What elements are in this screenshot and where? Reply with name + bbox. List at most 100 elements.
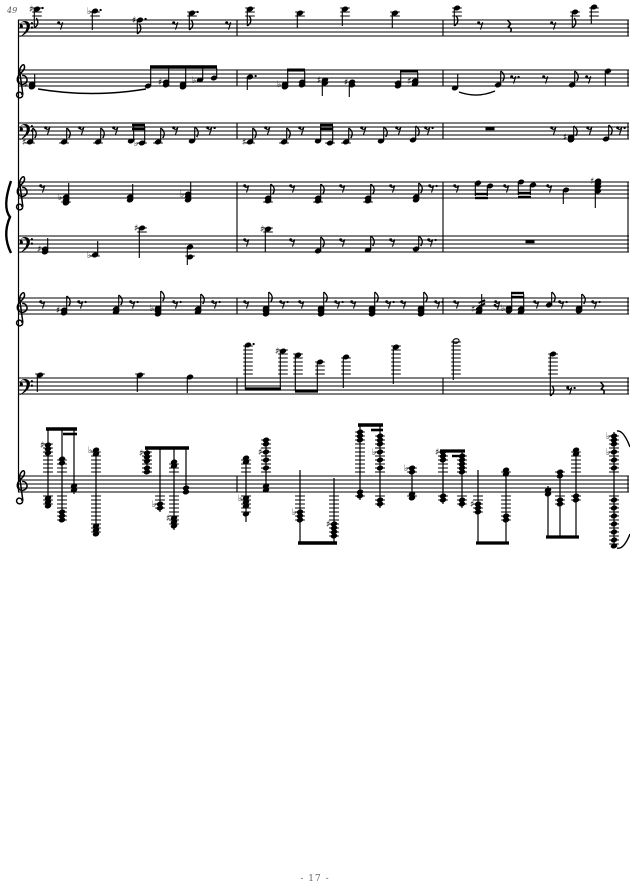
notehead <box>502 471 510 477</box>
accidental: ♯ <box>139 449 143 459</box>
rest-hook <box>298 300 302 304</box>
quarter-rest <box>506 19 512 33</box>
rest-hook <box>39 184 43 188</box>
notehead <box>70 487 78 493</box>
rest-hook <box>112 126 116 130</box>
accidental: ♯ <box>37 245 41 255</box>
rest-hook <box>550 21 554 25</box>
eighth-flag <box>118 294 123 306</box>
accidental: ♯ <box>344 78 348 88</box>
eighth-flag <box>194 126 199 138</box>
rest-stem <box>535 301 540 309</box>
eighth-flag <box>33 17 39 29</box>
rest-hook <box>550 126 554 130</box>
accidental: ♭ <box>372 448 376 458</box>
rest-stem <box>587 76 592 84</box>
accidental: ♯ <box>590 177 594 187</box>
rest-hook <box>334 300 338 304</box>
accidental: ♭ <box>58 193 62 203</box>
rest-hook <box>400 300 404 304</box>
augmentation-dot <box>435 184 438 188</box>
accidental: ♭ <box>150 304 154 314</box>
eighth-flag <box>320 236 325 248</box>
measure-number: 49 <box>7 6 18 15</box>
slur <box>458 90 496 96</box>
augmentation-dot <box>573 386 576 390</box>
accidental: ♭ <box>238 494 242 504</box>
rest-stem <box>336 301 341 309</box>
rest-stem <box>455 301 460 309</box>
quarter-rest <box>599 381 605 395</box>
rest-hook <box>566 386 570 390</box>
eighth-flag <box>270 183 275 195</box>
rest-stem <box>568 387 573 395</box>
accidental: ♭ <box>606 432 610 442</box>
rest-stem <box>512 76 517 84</box>
rest-hook <box>389 238 393 242</box>
rest-curl <box>494 304 500 308</box>
accidental: ♭ <box>180 190 184 200</box>
accidental: ♯ <box>470 500 474 510</box>
tremolo-slash <box>478 302 486 308</box>
eighth-flag <box>415 125 420 137</box>
rest-hook <box>289 238 293 242</box>
augmentation-dot <box>196 10 199 14</box>
rest-hook <box>585 75 589 79</box>
rest-stem <box>291 239 296 247</box>
rest-hook <box>350 300 354 304</box>
rest-stem <box>208 127 213 135</box>
bass-clef-icon <box>19 379 34 396</box>
rest-stem <box>245 301 250 309</box>
rest-hook <box>57 21 61 25</box>
rest-stem <box>391 185 396 193</box>
accidental: ♯ <box>132 16 136 26</box>
accidental: ♯ <box>158 78 162 88</box>
rest-stem <box>281 301 286 309</box>
accidental: ♯ <box>407 77 411 87</box>
augmentation-dot <box>136 300 139 304</box>
accidental: ♭ <box>87 251 91 261</box>
rest-hook <box>389 184 393 188</box>
accidental: ♭ <box>606 448 610 458</box>
rest-stem <box>352 301 357 309</box>
notehead <box>556 473 564 479</box>
rest-hook <box>225 21 229 25</box>
augmentation-dot <box>517 75 520 79</box>
eighth-flag <box>66 295 71 307</box>
rest-stem <box>291 185 296 193</box>
augmentation-dot <box>434 238 437 242</box>
rest-hook <box>78 126 82 130</box>
rest-hook <box>427 238 431 242</box>
rest-stem <box>79 301 84 309</box>
rest-hook <box>339 184 343 188</box>
eighth-flag <box>581 293 586 305</box>
rest-stem <box>213 301 218 309</box>
rest-stem <box>41 185 46 193</box>
augmentation-dot <box>623 126 626 130</box>
rest-hook <box>533 300 537 304</box>
rest-stem <box>266 127 271 135</box>
rest-hook <box>542 75 546 79</box>
eighth-flag <box>100 127 105 139</box>
eighth-flag <box>370 183 375 195</box>
slur <box>37 88 147 95</box>
rest-hook <box>243 238 247 242</box>
rest-stem <box>174 22 179 30</box>
accidental: ♯ <box>275 347 279 357</box>
rest-stem <box>618 127 623 135</box>
eighth-flag <box>66 127 71 139</box>
rest-hook <box>428 184 432 188</box>
rest-stem <box>41 301 46 309</box>
augmentation-dot <box>41 6 44 10</box>
eighth-flag <box>320 183 325 195</box>
rest-hook <box>494 300 498 304</box>
eighth-flag <box>453 15 459 27</box>
rest-stem <box>588 127 593 135</box>
rest-stem <box>114 127 119 135</box>
accidental: ♭ <box>501 304 505 314</box>
accidental: ♭ <box>277 80 281 90</box>
eighth-flag <box>573 125 578 137</box>
eighth-flag <box>571 17 577 29</box>
